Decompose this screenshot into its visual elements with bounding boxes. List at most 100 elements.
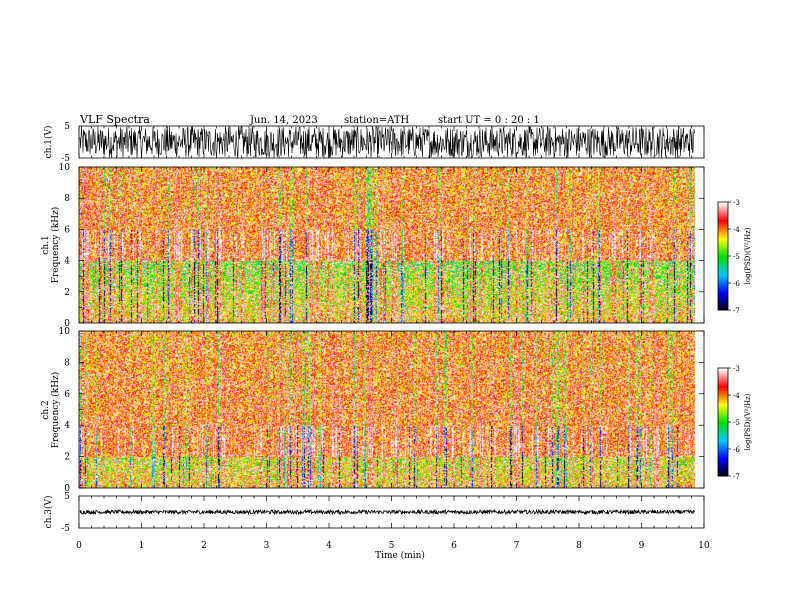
colorbar-segment bbox=[718, 447, 728, 450]
colorbar-segment bbox=[718, 220, 728, 223]
panel-waveform-ch1: 5 -5 ch.1(V) bbox=[43, 122, 705, 164]
spectrogram-ch2-yticks: 0 2 4 6 8 10 bbox=[59, 327, 704, 494]
spectrogram-ch1-ylabel-unit: Frequency (kHz) bbox=[50, 207, 61, 284]
colorbar-segment bbox=[718, 252, 728, 255]
colorbar-segment bbox=[718, 461, 728, 464]
colorbar-segment bbox=[718, 250, 728, 253]
colorbar-segment bbox=[718, 467, 728, 470]
colorbar-segment bbox=[718, 292, 728, 295]
colorbar-segment bbox=[718, 284, 728, 288]
spectrogram-ch1-ylabel-line2: Frequency (kHz) bbox=[50, 207, 61, 284]
colorbar-segment bbox=[718, 227, 728, 230]
colorbar-segment bbox=[718, 445, 728, 448]
start-ut-label: start UT = 0 : 20 : 1 bbox=[438, 115, 540, 126]
panel-waveform-ch3: 5 -5 ch.3(V) bbox=[43, 492, 705, 534]
colorbar-segment bbox=[718, 272, 728, 275]
colorbar-segment bbox=[718, 281, 728, 284]
colorbar-segment bbox=[718, 248, 728, 252]
colorbar-segment bbox=[718, 418, 728, 421]
colorbar-segment bbox=[718, 203, 728, 207]
colorbar-segment bbox=[718, 432, 728, 436]
colorbar-segment bbox=[718, 458, 728, 461]
colorbar-segment bbox=[718, 452, 728, 455]
colorbar-segment bbox=[718, 302, 728, 306]
colorbar-segment bbox=[718, 400, 728, 403]
colorbar-segment bbox=[718, 238, 728, 241]
colorbar-segment bbox=[718, 427, 728, 430]
colorbar-tick-label: -4 bbox=[733, 226, 740, 234]
colorbar-segment bbox=[718, 257, 728, 261]
spectrogram-ch2-image bbox=[79, 331, 704, 488]
colorbar-segment bbox=[718, 295, 728, 298]
spectrogram-ch2-ylabel-channel: ch.2 bbox=[41, 400, 51, 419]
colorbar-segment bbox=[718, 470, 728, 473]
colorbar-segment bbox=[718, 407, 728, 410]
figure-title: VLF Spectra bbox=[79, 113, 150, 126]
time-axis-tick-labels: 0 1 2 3 4 5 6 7 8 9 10 bbox=[76, 541, 710, 551]
spectrogram-ch1-image bbox=[79, 167, 704, 323]
colorbar-segment bbox=[718, 236, 728, 239]
colorbar-segment bbox=[718, 209, 728, 212]
time-tick-label: 7 bbox=[514, 541, 520, 551]
ch1-ylabel: ch.1(V) bbox=[43, 126, 54, 159]
colorbar-segment bbox=[718, 443, 728, 446]
freq-tick-label: 0 bbox=[64, 484, 70, 494]
colorbar-segment bbox=[718, 293, 728, 297]
spectrogram-ch2-ylabel-unit: Frequency (kHz) bbox=[50, 372, 61, 449]
colorbar-segment bbox=[718, 216, 728, 219]
colorbar-segment bbox=[718, 256, 728, 259]
waveform-ch1-line bbox=[79, 125, 695, 159]
colorbar-segment bbox=[718, 241, 728, 244]
freq-tick-label: 10 bbox=[59, 327, 71, 337]
colorbar-segment bbox=[718, 396, 728, 400]
colorbar-segment bbox=[718, 456, 728, 459]
colorbar-segment bbox=[718, 308, 728, 311]
colorbar-segment bbox=[718, 368, 728, 371]
colorbar-segment bbox=[718, 459, 728, 463]
colorbar-label: log(PSD)(V²/Hz) bbox=[744, 393, 752, 450]
colorbar-segment bbox=[718, 279, 728, 282]
panel-spectrogram-ch2: 0 2 4 6 8 10 ch.2 Frequency (kHz) -3 -4 -5 -6 -7 l… bbox=[41, 327, 752, 494]
colorbar-segment bbox=[718, 463, 728, 466]
ch3-ytick-bottom: -5 bbox=[61, 524, 70, 534]
colorbar-segment bbox=[718, 440, 728, 443]
colorbar-segment bbox=[718, 369, 728, 373]
spectrogram-ch1-yticks: 0 2 4 6 8 10 bbox=[59, 163, 704, 329]
colorbar-segment bbox=[718, 423, 728, 427]
freq-tick-label: 2 bbox=[64, 453, 70, 463]
colorbar-segment bbox=[718, 268, 728, 271]
colorbar-segment bbox=[718, 389, 728, 392]
colorbar-tick-label: -3 bbox=[733, 365, 740, 373]
colorbar-segment bbox=[718, 239, 728, 243]
colorbar-segment bbox=[718, 386, 728, 389]
colorbar-tick-label: -4 bbox=[733, 392, 740, 400]
colorbar-segment bbox=[718, 472, 728, 475]
colorbar-segment bbox=[718, 277, 728, 280]
colorbar-segment bbox=[718, 205, 728, 208]
colorbar-segment bbox=[718, 243, 728, 246]
panel-spectrogram-ch1: 0 2 4 6 8 10 ch.1 Frequency (kHz) -3 -4 -5 -6 -7 l… bbox=[41, 163, 752, 329]
colorbar-segment bbox=[718, 306, 728, 309]
colorbar-segment bbox=[718, 398, 728, 401]
colorbar-segment bbox=[718, 411, 728, 414]
colorbar-segment bbox=[718, 254, 728, 257]
colorbar-segment bbox=[718, 221, 728, 225]
colorbar-tick-label: -5 bbox=[733, 253, 740, 261]
colorbar-segment bbox=[718, 405, 728, 409]
time-axis-ticks bbox=[78, 126, 705, 528]
time-tick-label: 9 bbox=[639, 541, 645, 551]
colorbar-segment bbox=[718, 371, 728, 374]
colorbar-segment bbox=[718, 387, 728, 391]
colorbar-segment bbox=[718, 382, 728, 385]
colorbar-tick-label: -6 bbox=[733, 280, 740, 288]
time-tick-label: 5 bbox=[389, 541, 395, 551]
time-tick-label: 0 bbox=[76, 541, 82, 551]
colorbar-segment bbox=[718, 384, 728, 387]
colorbar-segment bbox=[718, 413, 728, 416]
colorbar-segment bbox=[718, 207, 728, 210]
colorbar-segment bbox=[718, 288, 728, 291]
colorbar-segment bbox=[718, 212, 728, 216]
time-tick-label: 2 bbox=[201, 541, 207, 551]
colorbar-segment bbox=[718, 304, 728, 307]
time-tick-label: 6 bbox=[451, 541, 457, 551]
